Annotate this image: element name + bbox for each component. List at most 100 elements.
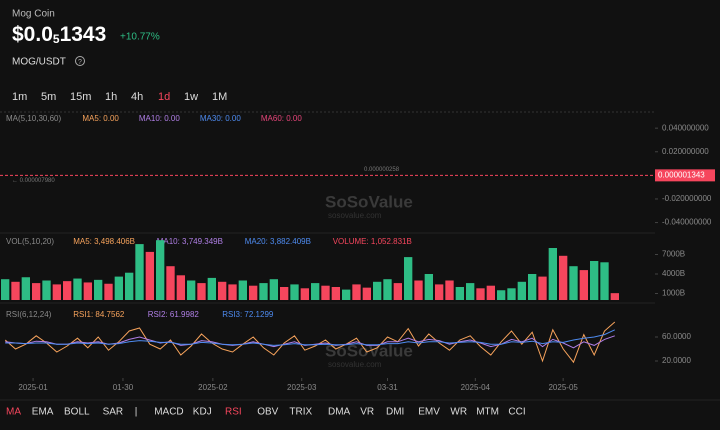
volume-bar (445, 280, 454, 300)
timeframe-button[interactable]: 15m (70, 91, 91, 103)
volume-bar (176, 275, 185, 300)
indicator-button[interactable]: MTM (476, 407, 499, 418)
rsi-line (5, 329, 616, 346)
volume-bar (548, 248, 557, 300)
volume-bar (466, 283, 475, 300)
indicator-button[interactable]: BOLL (64, 407, 90, 418)
indicator-button[interactable]: DMA (328, 407, 351, 418)
x-tick-label: 2025-03 (287, 383, 317, 392)
volume-bar (114, 276, 123, 300)
legend-entry: MA10: 0.00 (139, 114, 180, 123)
indicator-button[interactable]: RSI (225, 407, 242, 418)
volume-bar (352, 284, 361, 300)
y-tick-label: 0.040000000 (662, 123, 709, 132)
help-icon[interactable] (75, 56, 85, 66)
volume-bar (600, 262, 609, 300)
volume-bar (238, 280, 247, 300)
indicator-button[interactable]: KDJ (193, 407, 212, 418)
volume-bar (342, 289, 351, 300)
volume-bar (1, 279, 10, 300)
volume-bar (373, 281, 382, 300)
timeframe-button[interactable]: 1m (12, 91, 27, 103)
volume-bar (435, 284, 444, 300)
coin-name: Mog Coin (12, 9, 55, 20)
indicator-button[interactable]: VR (360, 407, 374, 418)
indicator-button[interactable]: | (135, 407, 138, 418)
volume-bar (21, 277, 30, 300)
indicator-button[interactable]: EMV (418, 407, 440, 418)
x-tick-label: 2025-02 (198, 383, 228, 392)
indicator-button[interactable]: EMA (32, 407, 54, 418)
annotation: 0.000000258 (364, 167, 400, 173)
legend-entry: MA10: 3,749.349B (157, 237, 223, 246)
volume-bar (590, 261, 599, 300)
volume-bar (404, 257, 413, 300)
volume-bar (280, 287, 289, 300)
volume-bar (42, 280, 51, 300)
volume-bar (145, 251, 154, 300)
legend-entry: MA5: 0.00 (82, 114, 119, 123)
volume-bar (207, 277, 216, 300)
volume-bar (135, 244, 144, 300)
y-tick-label: 1000B (662, 289, 685, 298)
watermark-site: sosovalue.com (328, 360, 382, 369)
indicator-button[interactable]: WR (450, 407, 467, 418)
timeframe-button[interactable]: 1d (158, 91, 170, 103)
volume-bar (156, 240, 165, 300)
volume-bar (73, 278, 82, 300)
indicator-button[interactable]: OBV (257, 407, 278, 418)
volume-bar (63, 281, 72, 300)
timeframe-button[interactable]: 4h (131, 91, 143, 103)
volume-bar (424, 274, 433, 300)
volume-bar (187, 280, 196, 300)
legend-entry: MA30: 0.00 (200, 114, 241, 123)
volume-bar (455, 287, 464, 300)
volume-bar (507, 288, 516, 300)
volume-bar (52, 284, 61, 300)
volume-bar (290, 284, 299, 300)
legend-entry: RSI3: 72.1299 (222, 310, 274, 319)
indicator-button[interactable]: MACD (154, 407, 183, 418)
legend-entry: MA60: 0.00 (261, 114, 302, 123)
volume-bar (559, 255, 568, 300)
volume-bar (269, 279, 278, 300)
volume-bar (94, 279, 103, 300)
volume-bar (11, 281, 20, 300)
legend-title: MA(5,10,30,60) (6, 114, 61, 123)
volume-bar (414, 280, 423, 300)
indicator-button[interactable]: CCI (508, 407, 525, 418)
volume-bar (610, 293, 619, 300)
price-tag-box (655, 169, 715, 182)
y-tick-label: -0.020000000 (662, 194, 712, 203)
indicator-button[interactable]: MA (6, 407, 21, 418)
timeframe-button[interactable]: 1M (212, 91, 227, 103)
indicator-button[interactable]: DMI (386, 407, 404, 418)
volume-bar (528, 274, 537, 300)
timeframe-button[interactable]: 1w (184, 91, 198, 103)
annotation: ← 0.000007980 (12, 178, 55, 184)
timeframe-button[interactable]: 5m (41, 91, 56, 103)
volume-bar (393, 283, 402, 300)
timeframe-button[interactable]: 1h (105, 91, 117, 103)
y-tick-label: 20.0000 (662, 356, 691, 365)
volume-bar (383, 279, 392, 300)
volume-bar (300, 288, 309, 300)
legend-entry: RSI2: 61.9982 (148, 310, 200, 319)
indicator-button[interactable]: TRIX (289, 407, 312, 418)
watermark-brand: SoSoValue (325, 192, 413, 211)
watermark-site: sosovalue.com (328, 211, 382, 220)
x-tick-label: 2025-05 (548, 383, 578, 392)
x-tick-label: 01-30 (113, 383, 134, 392)
y-tick-label: 7000B (662, 250, 685, 259)
volume-bar (538, 276, 547, 300)
volume-bar (218, 281, 227, 300)
volume-bar (579, 270, 588, 300)
volume-bar (476, 288, 485, 300)
volume-bar (197, 283, 206, 300)
volume-bar (321, 285, 330, 300)
legend-title: RSI(6,12,24) (6, 310, 52, 319)
indicator-button[interactable]: SAR (103, 407, 124, 418)
volume-bar (486, 285, 495, 300)
